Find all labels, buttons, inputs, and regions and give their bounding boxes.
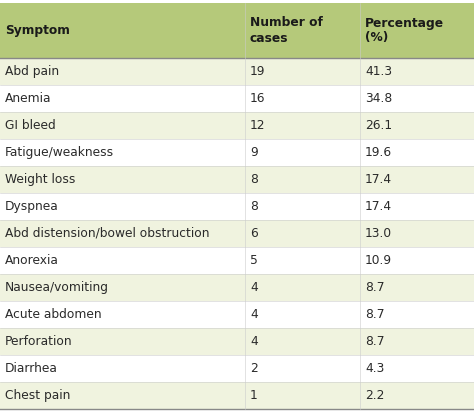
Text: 1: 1 [250, 389, 258, 402]
Text: Anemia: Anemia [5, 92, 52, 105]
Text: 17.4: 17.4 [365, 173, 392, 186]
Polygon shape [0, 328, 245, 355]
Polygon shape [360, 139, 474, 166]
Text: GI bleed: GI bleed [5, 119, 56, 132]
Polygon shape [245, 112, 360, 139]
Polygon shape [245, 274, 360, 301]
Polygon shape [360, 58, 474, 85]
Polygon shape [0, 85, 245, 112]
Text: Perforation: Perforation [5, 335, 73, 348]
Polygon shape [360, 3, 474, 58]
Polygon shape [245, 220, 360, 247]
Polygon shape [245, 58, 360, 85]
Text: 8: 8 [250, 200, 258, 213]
Polygon shape [0, 220, 245, 247]
Polygon shape [360, 166, 474, 193]
Polygon shape [360, 112, 474, 139]
Polygon shape [245, 328, 360, 355]
Text: 17.4: 17.4 [365, 200, 392, 213]
Polygon shape [0, 355, 245, 382]
Polygon shape [0, 166, 245, 193]
Text: Chest pain: Chest pain [5, 389, 70, 402]
Polygon shape [360, 274, 474, 301]
Text: Weight loss: Weight loss [5, 173, 75, 186]
Text: 19.6: 19.6 [365, 146, 392, 159]
Polygon shape [245, 166, 360, 193]
Text: 8: 8 [250, 173, 258, 186]
Polygon shape [245, 301, 360, 328]
Polygon shape [0, 301, 245, 328]
Polygon shape [360, 85, 474, 112]
Text: 10.9: 10.9 [365, 254, 392, 267]
Polygon shape [360, 193, 474, 220]
Text: 6: 6 [250, 227, 258, 240]
Text: Nausea/vomiting: Nausea/vomiting [5, 281, 109, 294]
Text: 26.1: 26.1 [365, 119, 392, 132]
Text: 12: 12 [250, 119, 265, 132]
Text: 4: 4 [250, 308, 258, 321]
Polygon shape [245, 355, 360, 382]
Polygon shape [360, 247, 474, 274]
Text: 4.3: 4.3 [365, 362, 384, 375]
Text: Symptom: Symptom [5, 24, 70, 37]
Polygon shape [245, 85, 360, 112]
Text: Diarrhea: Diarrhea [5, 362, 58, 375]
Text: 19: 19 [250, 65, 265, 78]
Polygon shape [245, 382, 360, 409]
Text: Number of
cases: Number of cases [250, 17, 323, 45]
Text: 16: 16 [250, 92, 265, 105]
Polygon shape [245, 139, 360, 166]
Polygon shape [0, 274, 245, 301]
Text: Anorexia: Anorexia [5, 254, 59, 267]
Polygon shape [245, 193, 360, 220]
Text: Acute abdomen: Acute abdomen [5, 308, 101, 321]
Text: 41.3: 41.3 [365, 65, 392, 78]
Polygon shape [245, 3, 360, 58]
Text: 2: 2 [250, 362, 258, 375]
Polygon shape [0, 247, 245, 274]
Text: Fatigue/weakness: Fatigue/weakness [5, 146, 114, 159]
Text: 9: 9 [250, 146, 258, 159]
Polygon shape [360, 220, 474, 247]
Polygon shape [0, 382, 245, 409]
Text: 8.7: 8.7 [365, 308, 384, 321]
Polygon shape [0, 3, 245, 58]
Polygon shape [360, 355, 474, 382]
Text: Abd distension/bowel obstruction: Abd distension/bowel obstruction [5, 227, 210, 240]
Text: 4: 4 [250, 281, 258, 294]
Text: 2.2: 2.2 [365, 389, 384, 402]
Text: 13.0: 13.0 [365, 227, 392, 240]
Polygon shape [0, 58, 245, 85]
Text: 8.7: 8.7 [365, 335, 384, 348]
Text: Abd pain: Abd pain [5, 65, 59, 78]
Polygon shape [360, 382, 474, 409]
Text: 5: 5 [250, 254, 258, 267]
Text: 34.8: 34.8 [365, 92, 392, 105]
Polygon shape [360, 328, 474, 355]
Text: Percentage
(%): Percentage (%) [365, 17, 444, 45]
Polygon shape [0, 193, 245, 220]
Polygon shape [245, 247, 360, 274]
Text: 8.7: 8.7 [365, 281, 384, 294]
Polygon shape [0, 112, 245, 139]
Polygon shape [360, 301, 474, 328]
Text: 4: 4 [250, 335, 258, 348]
Text: Dyspnea: Dyspnea [5, 200, 59, 213]
Polygon shape [0, 139, 245, 166]
